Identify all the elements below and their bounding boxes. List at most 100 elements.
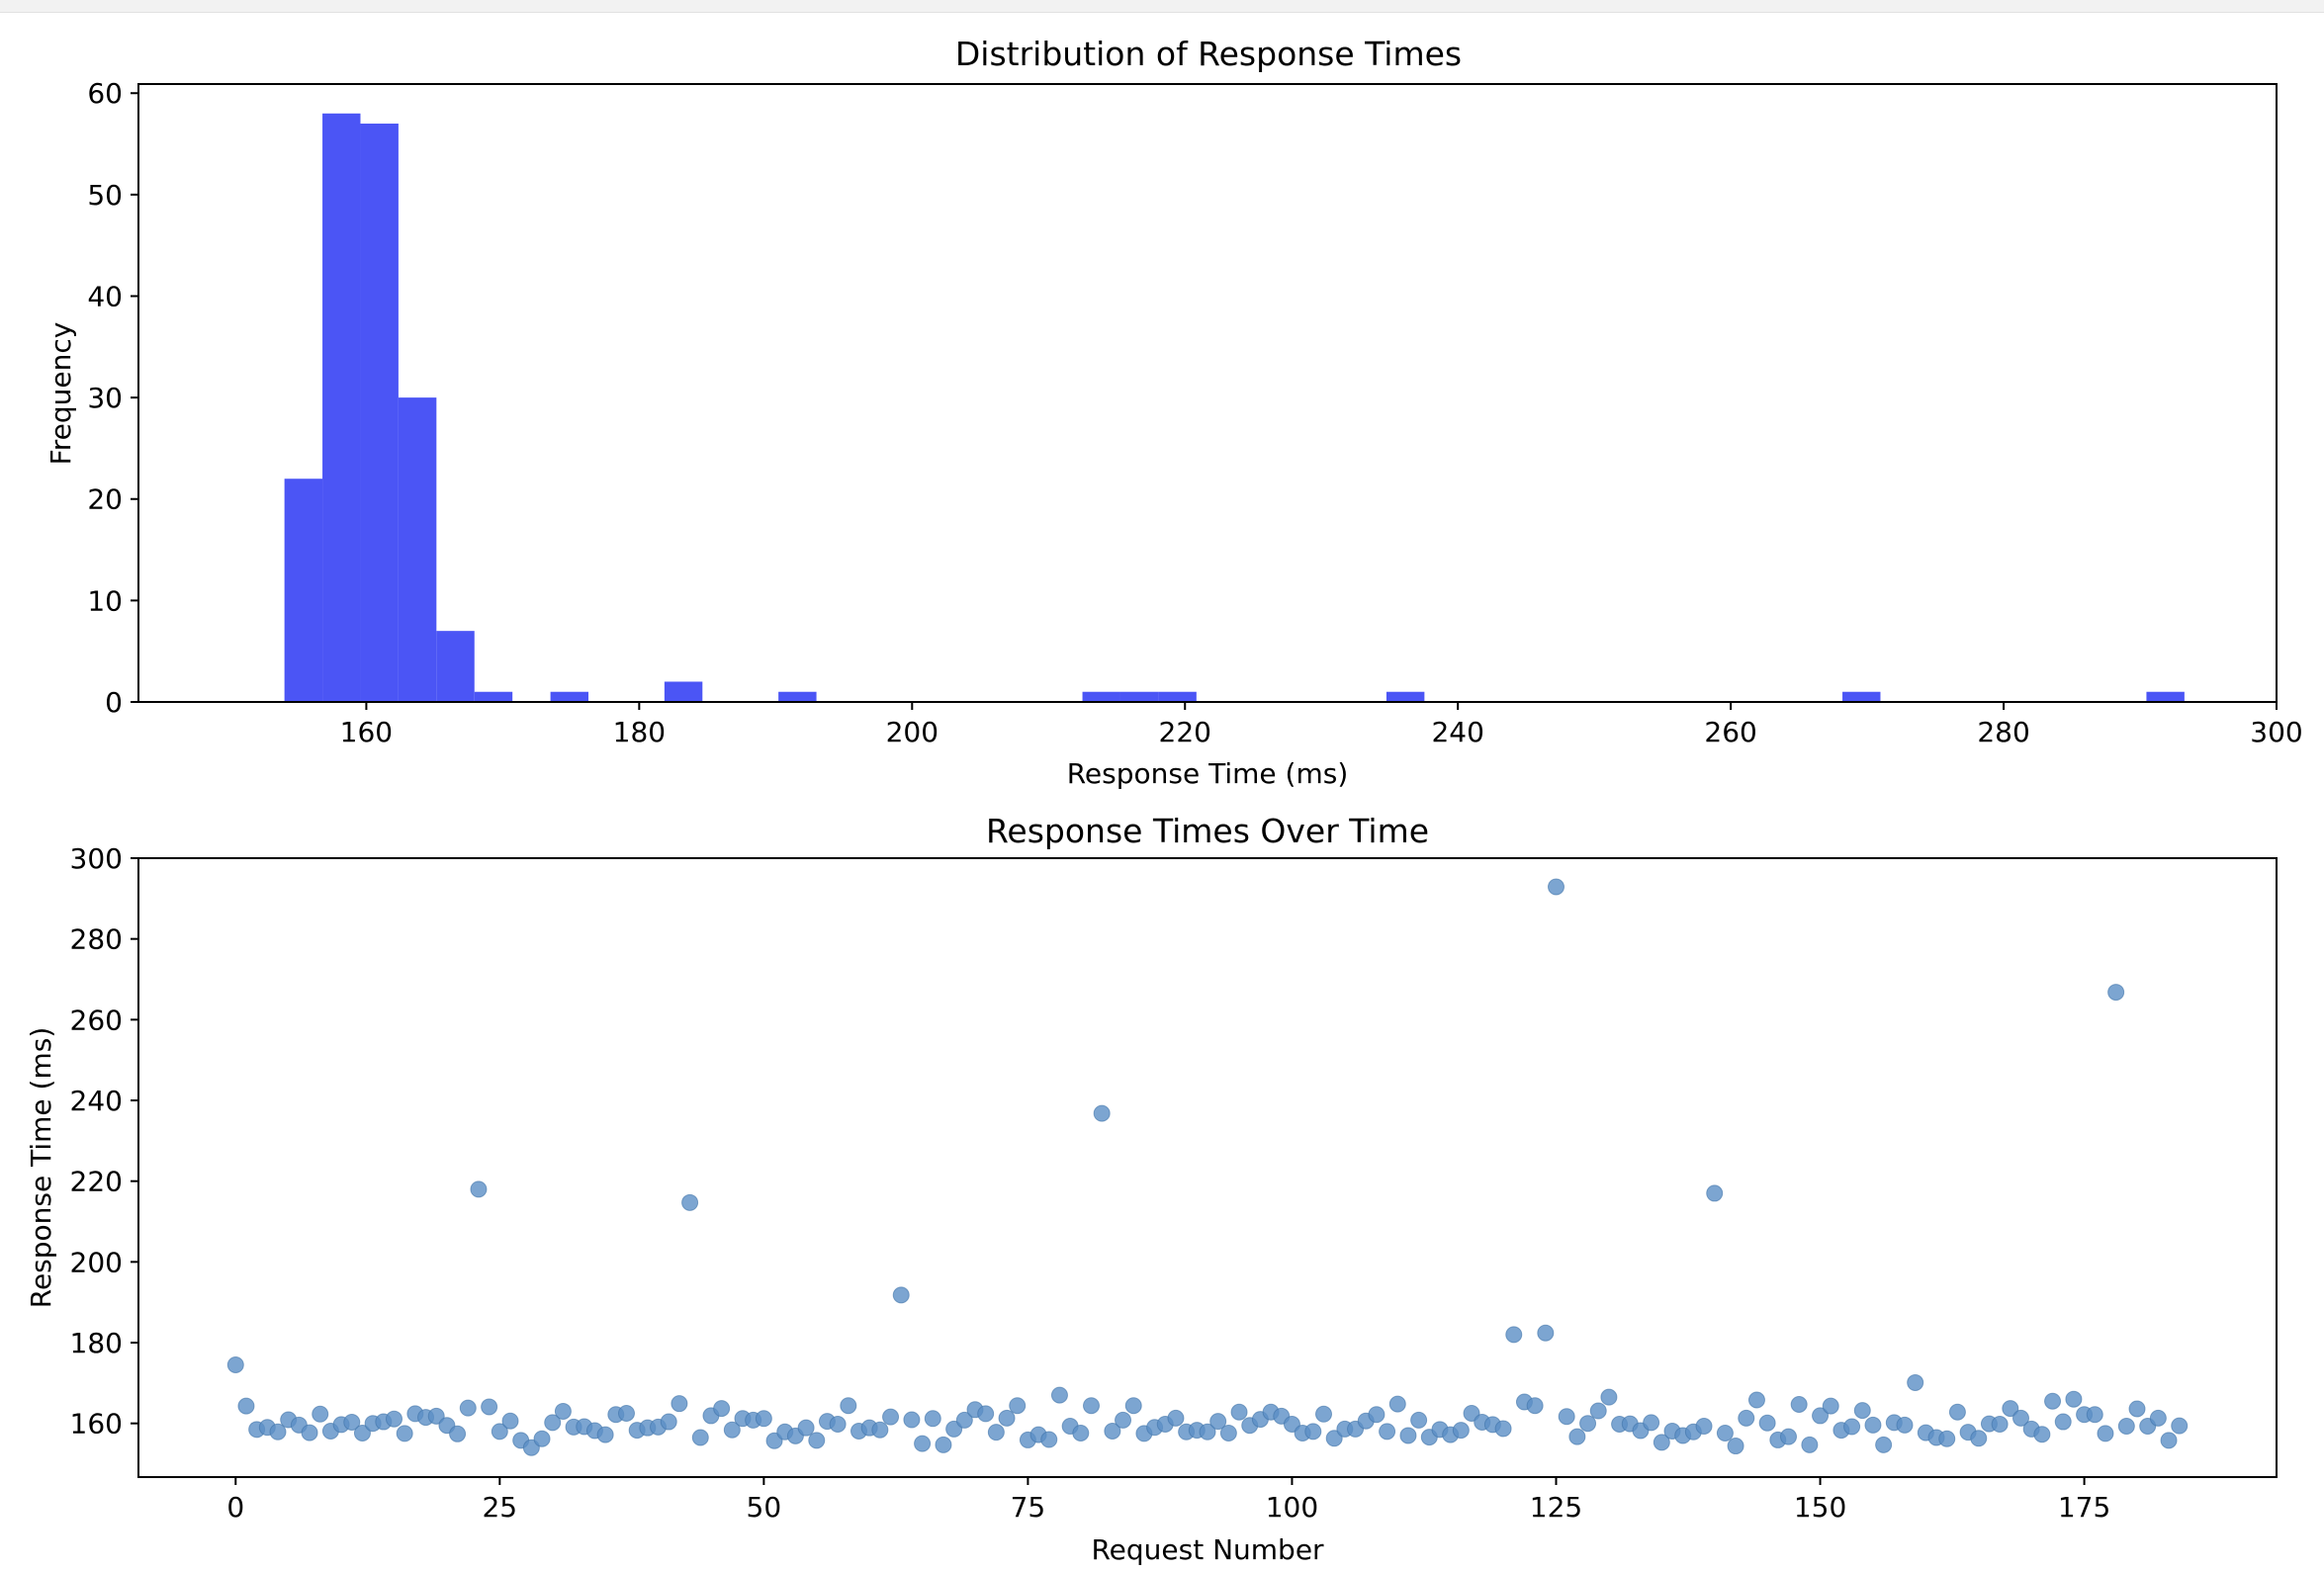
scatter-point (2033, 1426, 2051, 1443)
scatter-points (226, 878, 2189, 1456)
scatter-point (840, 1397, 857, 1415)
scatter-point (1600, 1388, 1618, 1406)
scatter-point (1199, 1423, 1216, 1441)
hist-bar (778, 691, 817, 702)
scatter-point (2065, 1390, 2083, 1408)
scatter-point (955, 1411, 973, 1429)
hist-bar (1842, 691, 1881, 702)
hist-y-tick-label: 60 (87, 77, 123, 110)
scatter-point (755, 1410, 772, 1428)
scatter-chart: Response Times Over Time 0 25 50 75 100 125 15… (25, 812, 2278, 1566)
scatter-point (2117, 1418, 2135, 1436)
scatter-point (1568, 1428, 1586, 1445)
hist-y-tick-label: 10 (87, 584, 123, 617)
scatter-point (882, 1408, 900, 1426)
hist-bar (664, 681, 703, 702)
scatter-point (1230, 1403, 1248, 1421)
scatter-point (1209, 1413, 1227, 1431)
hist-x-tick-label: 180 (613, 716, 666, 748)
scatter-point (596, 1426, 614, 1443)
hist-bar (436, 631, 475, 702)
histogram-chart: Distribution of Response Times 160 180 200… (45, 35, 2303, 790)
scatter-point (1124, 1397, 1142, 1415)
scatter-point (301, 1424, 318, 1441)
scatter-point (660, 1413, 677, 1431)
hist-bars (284, 113, 2185, 702)
scatter-point (459, 1399, 477, 1417)
hist-y-tick-label: 30 (87, 382, 123, 414)
scatter-point (1537, 1324, 1555, 1342)
scatter-point (544, 1414, 562, 1432)
scatter-point (1907, 1373, 1924, 1391)
hist-x-tick-label: 200 (886, 716, 939, 748)
hist-y-tick-label: 20 (87, 483, 123, 516)
scatter-point (1758, 1414, 1776, 1432)
scatter-point (1379, 1423, 1396, 1441)
scatter-point (618, 1404, 635, 1422)
scatter-point (1219, 1424, 1237, 1441)
scatter-point (353, 1424, 371, 1441)
hist-y-tick-label: 0 (105, 686, 123, 719)
scatter-point (1093, 1104, 1111, 1122)
hist-bar (398, 397, 437, 702)
scatter-point (1653, 1434, 1670, 1451)
scatter-point (2128, 1400, 2146, 1418)
hist-bar (1082, 691, 1120, 702)
hist-x-tick-label: 260 (1704, 716, 1756, 748)
hist-y-tick-label: 50 (87, 179, 123, 212)
scatter-point (871, 1421, 889, 1439)
scatter-point (914, 1435, 932, 1452)
scatter-point (1790, 1395, 1808, 1413)
scatter-x-tick-label: 100 (1266, 1491, 1318, 1524)
scatter-point (1812, 1407, 1830, 1425)
hist-bar (1158, 691, 1197, 702)
scatter-point (691, 1429, 709, 1446)
scatter-point (1738, 1409, 1755, 1427)
scatter-point (2086, 1406, 2103, 1424)
scatter-point (1896, 1416, 1914, 1434)
scatter-point (797, 1419, 815, 1437)
scatter-x-tick-label: 125 (1530, 1491, 1582, 1524)
scatter-point (1388, 1395, 1406, 1413)
scatter-plot-frame (137, 857, 2278, 1478)
scatter-point (1304, 1423, 1322, 1441)
scatter-y-tick-label: 240 (70, 1085, 123, 1117)
scatter-point (554, 1402, 572, 1420)
scatter-point (1167, 1409, 1185, 1427)
hist-x-axis-label: Response Time (ms) (1067, 757, 1349, 790)
scatter-point (1410, 1411, 1428, 1429)
scatter-point (808, 1432, 826, 1449)
hist-x-ticks: 160 180 200 220 240 260 280 300 (340, 702, 2303, 748)
scatter-point (1115, 1411, 1132, 1429)
scatter-point (533, 1430, 551, 1447)
scatter-point (1579, 1415, 1597, 1433)
scatter-y-ticks: 160 180 200 220 240 260 280 300 (70, 842, 138, 1441)
scatter-y-tick-label: 260 (70, 1004, 123, 1036)
scatter-title: Response Times Over Time (986, 812, 1429, 850)
scatter-point (2107, 984, 2125, 1002)
scatter-point (1325, 1430, 1343, 1447)
scatter-point (1643, 1414, 1660, 1432)
hist-bar (360, 124, 399, 702)
scatter-point (1822, 1397, 1839, 1415)
hist-x-tick-label: 300 (2250, 716, 2302, 748)
scatter-point (501, 1412, 519, 1430)
scatter-point (1040, 1431, 1058, 1448)
scatter-point (1970, 1430, 1988, 1447)
scatter-point (2044, 1392, 2062, 1410)
scatter-point (935, 1436, 952, 1453)
hist-bar (474, 691, 513, 702)
scatter-point (1801, 1436, 1819, 1453)
scatter-x-tick-label: 150 (1794, 1491, 1846, 1524)
hist-title: Distribution of Response Times (955, 35, 1462, 73)
scatter-point (670, 1395, 688, 1413)
scatter-x-tick-label: 25 (482, 1491, 517, 1524)
scatter-point (1864, 1416, 1882, 1434)
scatter-point (1695, 1418, 1713, 1436)
scatter-point (2054, 1413, 2072, 1431)
scatter-x-tick-label: 50 (747, 1491, 782, 1524)
scatter-point (1505, 1326, 1523, 1344)
scatter-point (449, 1425, 467, 1442)
hist-bar (1119, 691, 1159, 702)
scatter-point (470, 1180, 488, 1198)
